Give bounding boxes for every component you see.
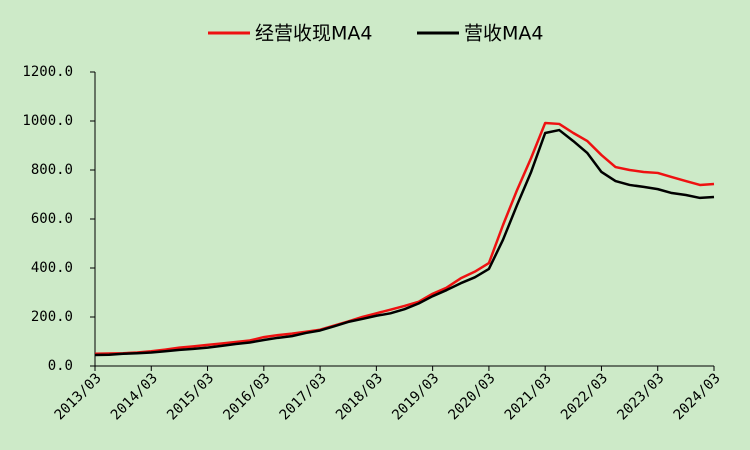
x-tick-label: 2019/03 <box>389 370 442 423</box>
x-tick-label: 2023/03 <box>614 370 667 423</box>
y-tick-label: 1000.0 <box>22 113 73 129</box>
x-tick-label: 2024/03 <box>671 370 724 423</box>
x-tick-label: 2020/03 <box>446 370 499 423</box>
line-series <box>94 128 715 357</box>
x-tick-label: 2018/03 <box>333 370 386 423</box>
y-tick-label: 1200.0 <box>22 64 73 80</box>
x-tick-label: 2021/03 <box>502 370 555 423</box>
x-tick-label: 2014/03 <box>108 370 161 423</box>
x-tick-label: 2013/03 <box>52 370 105 423</box>
y-tick-label: 600.0 <box>31 211 73 227</box>
line-series <box>94 121 715 355</box>
y-tick-label: 200.0 <box>31 309 73 325</box>
x-tick-label: 2022/03 <box>558 370 611 423</box>
x-tick-label: 2016/03 <box>220 370 273 423</box>
legend-label: 经营收现MA4 <box>255 23 372 45</box>
legend: 经营收现MA4 营收MA4 <box>208 23 543 45</box>
x-tick-label: 2017/03 <box>277 370 330 423</box>
x-tick-label: 2015/03 <box>164 370 217 423</box>
y-tick-label: 800.0 <box>31 162 73 178</box>
legend-label: 营收MA4 <box>464 23 543 45</box>
y-tick-label: 0.0 <box>48 358 73 374</box>
y-tick-label: 400.0 <box>31 260 73 276</box>
